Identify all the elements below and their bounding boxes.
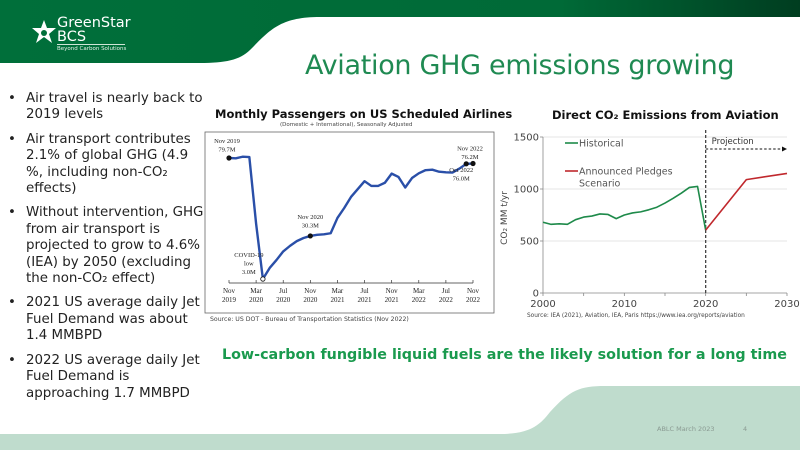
passengers-chart-frame <box>204 131 495 314</box>
series-line-historical <box>542 185 707 231</box>
legend-label: Historical <box>579 139 624 150</box>
projection-arrowhead <box>782 146 787 152</box>
y-axis-label: CO₂ MM t/yr <box>500 191 510 245</box>
x-tick-label: Jul <box>360 287 368 295</box>
x-tick-label: 2022 <box>412 296 427 304</box>
slide-title: Aviation GHG emissions growing <box>305 50 735 81</box>
bullet-item: 2022 US average daily Jet Fuel Demand is… <box>6 353 206 402</box>
x-tick-label: 2022 <box>439 296 454 304</box>
header-band <box>0 0 800 63</box>
x-tick-label: 2010 <box>612 299 637 310</box>
data-label: 76.0M <box>453 175 470 182</box>
passengers-chart-title: Monthly Passengers on US Scheduled Airli… <box>215 107 513 121</box>
star-logo-icon <box>32 20 56 43</box>
x-tick-label: Nov <box>223 287 236 295</box>
data-label: Nov 2020 <box>297 214 323 221</box>
y-tick-label: 0 <box>533 289 539 300</box>
x-tick-label: Mar <box>332 287 344 295</box>
annotation-marker <box>463 161 469 167</box>
bullet-list: Air travel is nearly back to 2019 levels… <box>6 91 206 410</box>
emissions-chart-source: Source: IEA (2021), Aviation, IEA, Paris… <box>527 313 745 319</box>
data-label: 3.0M <box>242 269 256 276</box>
y-tick-label: 1500 <box>514 133 539 144</box>
passengers-chart-source: Source: US DOT - Bureau of Transportatio… <box>210 316 409 323</box>
page-number: 4 <box>743 425 748 433</box>
data-label: 30.3M <box>302 222 319 229</box>
x-tick-label: Mar <box>250 287 262 295</box>
data-label: Oct 2022 <box>449 167 473 174</box>
x-tick-label: 2000 <box>530 299 555 310</box>
x-tick-label: Nov <box>386 287 399 295</box>
legend-label: Announced Pledges <box>579 167 673 178</box>
x-tick-label: Jul <box>442 287 450 295</box>
bullet-item: Air transport contributes 2.1% of global… <box>6 132 206 198</box>
logo-tagline: Beyond Carbon Solutions <box>57 44 127 52</box>
emissions-chart-title: Direct CO₂ Emissions from Aviation <box>552 108 779 122</box>
annotation-marker <box>470 160 476 167</box>
annotation-marker <box>226 155 232 161</box>
passengers-line <box>228 155 474 281</box>
x-tick-label: 2021 <box>385 296 400 304</box>
annotation-marker <box>260 276 266 282</box>
logo-name: GreenStar <box>57 15 131 31</box>
data-label: Nov 2022 <box>457 146 483 153</box>
x-tick-label: 2020 <box>276 296 291 304</box>
data-label: Nov 2019 <box>214 138 240 145</box>
key-message: Low-carbon fungible liquid fuels are the… <box>222 347 787 363</box>
x-tick-label: Mar <box>413 287 425 295</box>
data-label: 76.2M <box>461 154 478 161</box>
y-tick-label: 500 <box>520 237 539 248</box>
footer-band <box>0 386 800 450</box>
x-tick-label: 2030 <box>774 299 799 310</box>
projection-label: Projection <box>712 137 754 147</box>
logo-sub: BCS <box>57 29 87 45</box>
x-tick-label: Nov <box>467 287 480 295</box>
annotation-marker <box>307 233 313 239</box>
x-tick-label: Nov <box>304 287 317 295</box>
x-tick-label: 2021 <box>330 296 345 304</box>
y-tick-label: 1000 <box>514 185 539 196</box>
data-label: low <box>244 261 254 268</box>
x-tick-label: 2020 <box>303 296 318 304</box>
x-tick-label: Jul <box>279 287 287 295</box>
x-tick-label: 2022 <box>466 296 481 304</box>
footer-text: ABLC March 2023 <box>657 425 715 433</box>
data-label: 79.7M <box>218 147 235 154</box>
x-tick-label: 2019 <box>222 296 237 304</box>
x-tick-label: 2020 <box>249 296 264 304</box>
legend-label: Scenario <box>579 179 620 190</box>
bullet-item: 2021 US average daily Jet Fuel Demand wa… <box>6 295 206 344</box>
passengers-chart-subtitle: (Domestic + International), Seasonally A… <box>280 122 413 128</box>
x-tick-label: 2020 <box>693 299 718 310</box>
bullet-item: Air travel is nearly back to 2019 levels <box>6 91 206 124</box>
x-tick-label: 2021 <box>358 296 373 304</box>
bullet-item: Without intervention, GHG from air trans… <box>6 205 206 287</box>
series-line-pledges <box>705 172 788 231</box>
data-label: COVID-19 <box>234 252 263 259</box>
